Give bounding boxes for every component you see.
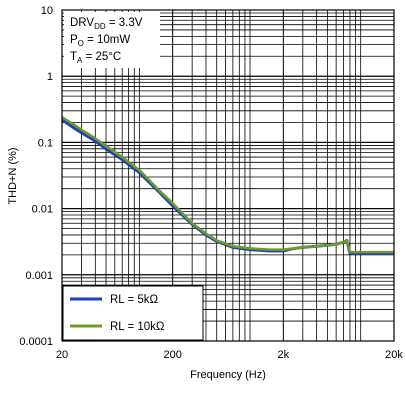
annotation-supply: DRVDD = 3.3V bbox=[70, 17, 143, 31]
series-line-10k bbox=[61, 116, 394, 254]
x-tick-label: 20k bbox=[385, 349, 403, 361]
x-axis-label: Frequency (Hz) bbox=[190, 369, 266, 381]
legend-label-5k: RL = 5kΩ bbox=[110, 294, 159, 306]
x-tick-labels: 20 200 2k 20k bbox=[56, 349, 403, 361]
legend: RL = 5kΩ RL = 10kΩ bbox=[62, 285, 204, 341]
x-tick-label: 200 bbox=[163, 349, 181, 361]
y-tick-label: 0.1 bbox=[38, 137, 53, 149]
y-tick-label: 0.001 bbox=[25, 270, 53, 282]
y-tick-label: 1 bbox=[47, 71, 53, 83]
y-tick-label: 0.0001 bbox=[19, 336, 53, 348]
legend-label-10k: RL = 10kΩ bbox=[110, 321, 165, 333]
conditions-annotation: DRVDD = 3.3V PO = 10mW TA = 25°C bbox=[64, 12, 160, 68]
annotation-temperature: TA = 25°C bbox=[70, 51, 121, 65]
x-tick-label: 20 bbox=[56, 349, 68, 361]
annotation-power: PO = 10mW bbox=[70, 34, 130, 48]
x-tick-label: 2k bbox=[278, 349, 290, 361]
series-layer bbox=[61, 116, 394, 255]
y-tick-label: 0.01 bbox=[32, 204, 53, 216]
y-axis-label: THD+N (%) bbox=[7, 147, 19, 204]
plot-frame bbox=[61, 9, 395, 342]
y-tick-label: 10 bbox=[41, 5, 53, 17]
y-tick-labels: 10 1 0.1 0.01 0.001 0.0001 bbox=[19, 5, 53, 348]
series-line-5k bbox=[61, 118, 394, 255]
